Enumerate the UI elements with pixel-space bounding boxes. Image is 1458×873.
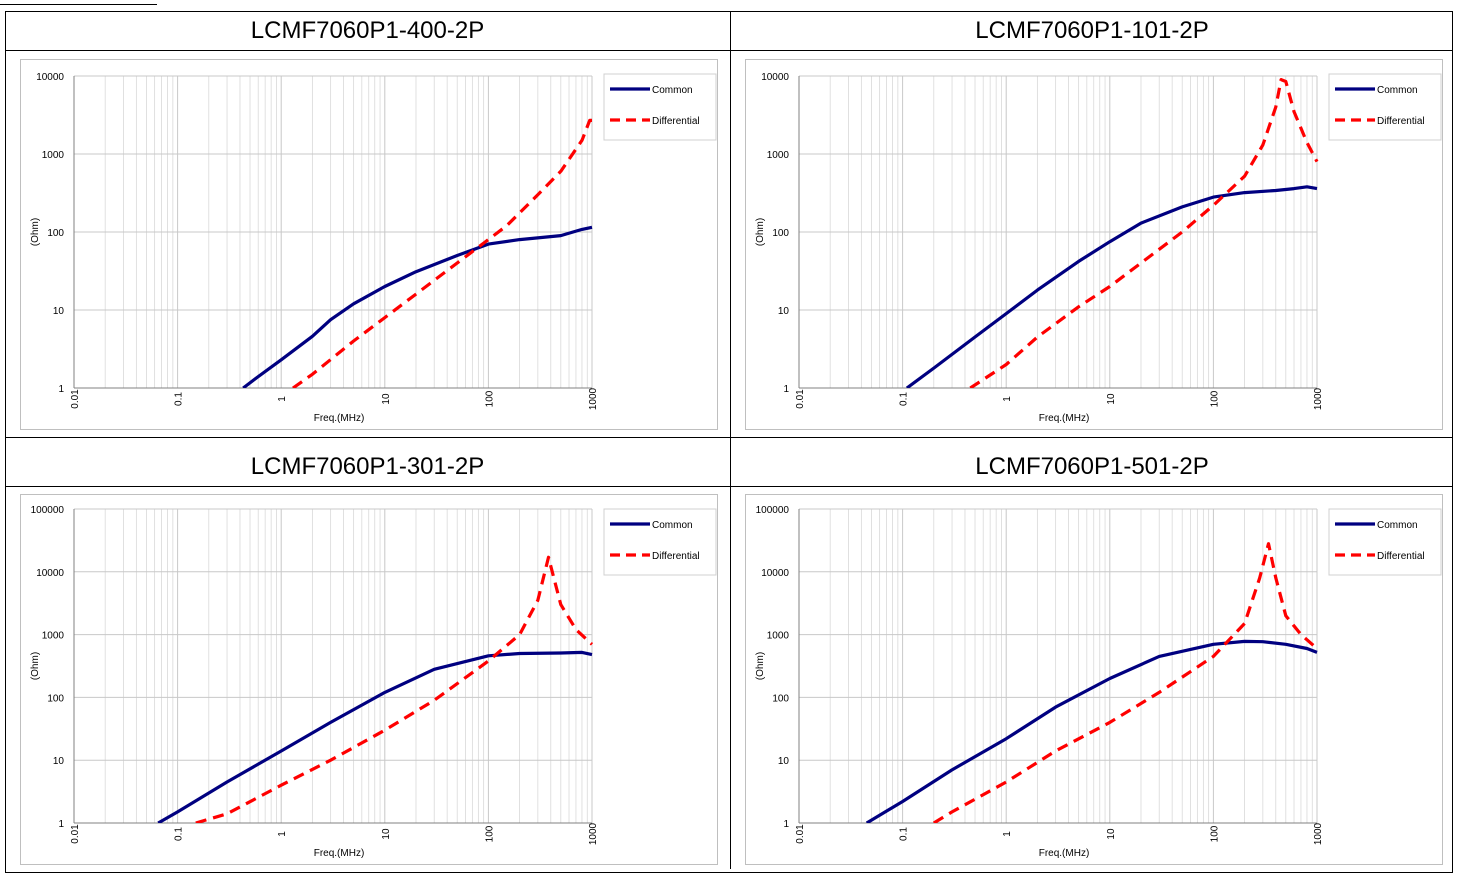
y-tick-label: 10 — [53, 756, 65, 767]
chart-1: 1 10 100 1000 10000 0.01 0.1 1 10 100 1000 Freq.(MH… — [20, 59, 718, 430]
legend-box — [603, 508, 717, 576]
legend-entry: Differential — [1377, 116, 1425, 127]
x-axis-label: Freq.(MHz) — [314, 848, 365, 859]
legend-entry: Common — [1377, 520, 1418, 531]
y-tick-label: 1 — [58, 384, 64, 395]
x-tick-label: 1000 — [1313, 387, 1324, 410]
chart-3: 1 10 100 1000 10000 100000 0.01 0.1 1 10 100 1000 Fr… — [20, 494, 718, 865]
y-tick-label: 100000 — [756, 505, 790, 516]
legend-entry: Differential — [652, 551, 700, 562]
legend-box — [1328, 508, 1442, 576]
x-tick-label: 0.01 — [795, 824, 806, 844]
y-tick-label: 100 — [772, 228, 789, 239]
x-tick-label: 100 — [1209, 825, 1220, 842]
chart-title-1: LCMF7060P1-400-2P — [250, 17, 485, 44]
series-line-common — [865, 639, 1318, 823]
legend: Common Differential — [1328, 73, 1442, 141]
x-tick-label: 1000 — [1313, 822, 1324, 845]
x-tick-label: 1 — [277, 396, 288, 402]
y-tick-label: 10000 — [36, 568, 64, 579]
gridlines — [73, 75, 593, 389]
series-line-differential — [969, 78, 1319, 388]
table-divider-vertical — [730, 11, 731, 869]
y-tick-label: 100 — [47, 228, 64, 239]
series-line-common — [242, 225, 593, 388]
y-tick-label: 10000 — [761, 568, 789, 579]
header-rule — [0, 0, 157, 5]
y-tick-label: 1000 — [767, 631, 790, 642]
legend: Common Differential — [603, 73, 717, 141]
x-tick-label: 10 — [381, 393, 392, 405]
x-tick-label: 100 — [484, 825, 495, 842]
x-axis-label: Freq.(MHz) — [1039, 413, 1090, 424]
x-tick-label: 1 — [1002, 831, 1013, 837]
legend-entry: Differential — [652, 116, 700, 127]
y-tick-label: 10 — [778, 306, 790, 317]
x-tick-label: 100 — [484, 390, 495, 407]
legend-entry: Common — [1377, 85, 1418, 96]
gridlines — [73, 508, 593, 824]
table-divider-row3 — [5, 486, 1453, 487]
y-tick-label: 10000 — [761, 72, 789, 83]
x-axis-label: Freq.(MHz) — [1039, 848, 1090, 859]
x-tick-label: 10 — [381, 828, 392, 840]
y-tick-label: 10 — [53, 306, 65, 317]
legend-box — [603, 73, 717, 141]
y-tick-label: 1 — [58, 819, 64, 830]
x-tick-label: 0.1 — [174, 392, 185, 406]
y-tick-label: 1000 — [42, 150, 65, 161]
x-axis-label: Freq.(MHz) — [314, 413, 365, 424]
x-tick-label: 0.1 — [899, 392, 910, 406]
legend-box — [1328, 73, 1442, 141]
legend-entry: Common — [652, 520, 693, 531]
y-tick-label: 100 — [772, 693, 789, 704]
x-tick-label: 0.1 — [174, 827, 185, 841]
y-tick-label: 10000 — [36, 72, 64, 83]
chart-2: 1 10 100 1000 10000 0.01 0.1 1 10 100 1000 Freq.(MH… — [745, 59, 1443, 430]
series-line-differential — [932, 542, 1319, 823]
gridlines — [798, 508, 1318, 824]
x-tick-label: 10 — [1106, 828, 1117, 840]
x-tick-label: 0.01 — [70, 824, 81, 844]
chart-panel-4: 1 10 100 1000 10000 100000 0.01 0.1 1 10 100 1000 Fr… — [745, 494, 1445, 871]
y-tick-label: 1 — [783, 819, 789, 830]
legend-entry: Common — [652, 85, 693, 96]
y-tick-label: 100 — [47, 693, 64, 704]
gridlines — [798, 75, 1318, 389]
y-axis-label: (Ohm) — [755, 218, 766, 246]
legend: Common Differential — [603, 508, 717, 576]
legend-entry: Differential — [1377, 551, 1425, 562]
y-axis-label: (Ohm) — [30, 652, 41, 680]
chart-4: 1 10 100 1000 10000 100000 0.01 0.1 1 10 100 1000 Fr… — [745, 494, 1443, 865]
x-tick-label: 100 — [1209, 390, 1220, 407]
table-divider-row1 — [5, 50, 1453, 51]
chart-panel-2: 1 10 100 1000 10000 0.01 0.1 1 10 100 1000 Freq.(MH… — [745, 59, 1445, 436]
series-line-common — [157, 650, 593, 823]
y-tick-label: 1 — [783, 384, 789, 395]
series-line-differential — [292, 118, 592, 388]
chart-title-3: LCMF7060P1-301-2P — [250, 453, 485, 480]
chart-title-2: LCMF7060P1-101-2P — [975, 17, 1209, 44]
x-tick-label: 1 — [1002, 396, 1013, 402]
y-tick-label: 100000 — [31, 505, 65, 516]
y-tick-label: 10 — [778, 756, 790, 767]
table-divider-row2 — [5, 437, 1453, 438]
chart-panel-3: 1 10 100 1000 10000 100000 0.01 0.1 1 10 100 1000 Fr… — [20, 494, 720, 871]
y-axis-label: (Ohm) — [755, 652, 766, 680]
chart-panel-1: 1 10 100 1000 10000 0.01 0.1 1 10 100 1000 Freq.(MH… — [20, 59, 720, 436]
y-axis-label: (Ohm) — [30, 218, 41, 246]
chart-title-4: LCMF7060P1-501-2P — [975, 453, 1209, 480]
x-tick-label: 10 — [1106, 393, 1117, 405]
x-tick-label: 0.01 — [70, 389, 81, 409]
x-tick-label: 1 — [277, 831, 288, 837]
x-tick-label: 0.01 — [795, 389, 806, 409]
y-tick-label: 1000 — [42, 631, 65, 642]
x-tick-label: 1000 — [588, 822, 599, 845]
series-line-common — [905, 185, 1318, 388]
legend: Common Differential — [1328, 508, 1442, 576]
x-tick-label: 1000 — [588, 387, 599, 410]
y-tick-label: 1000 — [767, 150, 790, 161]
x-tick-label: 0.1 — [899, 827, 910, 841]
